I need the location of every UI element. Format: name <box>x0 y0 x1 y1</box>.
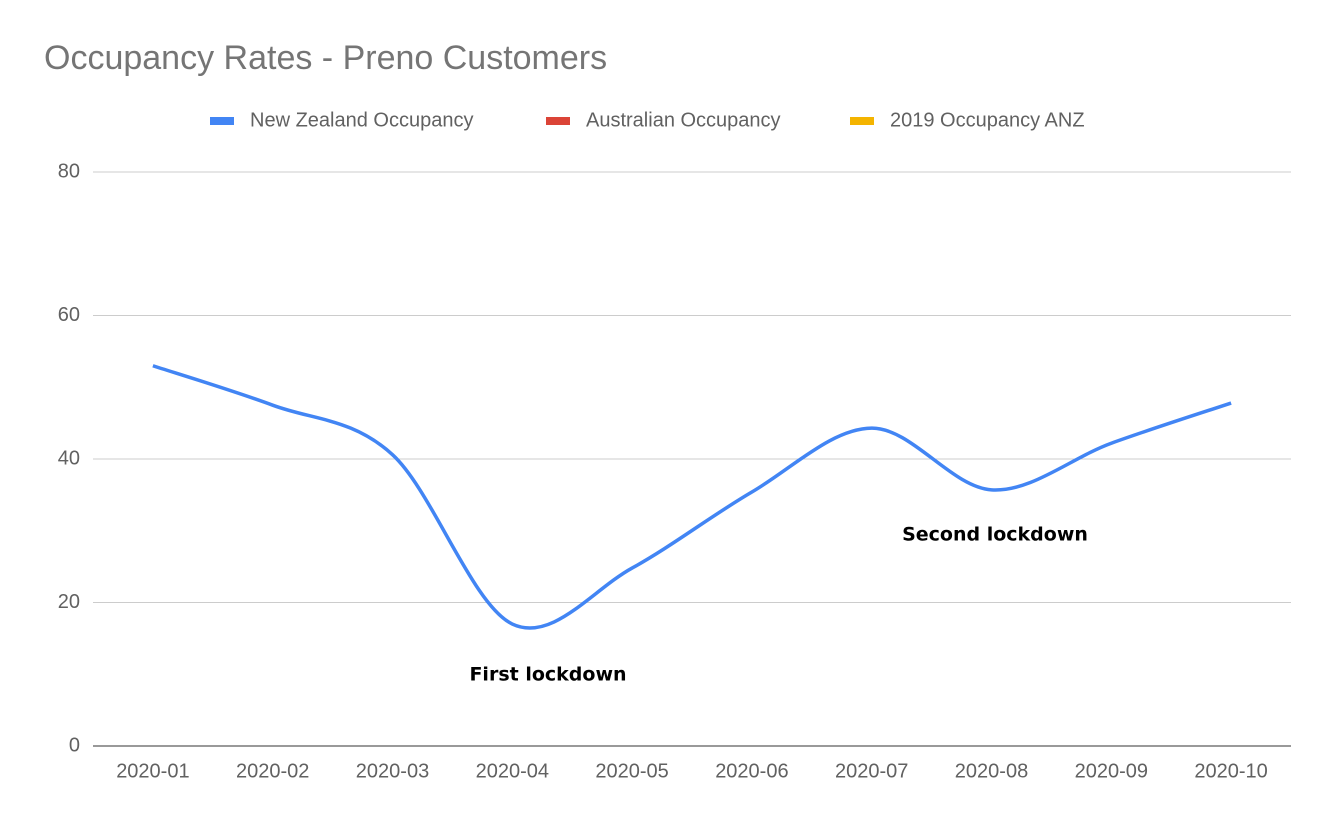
x-tick-label: 2020-08 <box>955 760 1028 782</box>
x-tick-label: 2020-05 <box>595 760 668 782</box>
line <box>152 364 1232 630</box>
x-tick-label: 2020-02 <box>236 760 309 782</box>
y-tick-label: 60 <box>58 304 80 326</box>
chart-title: Occupancy Rates - Preno Customers <box>44 39 607 77</box>
y-tick-label: 0 <box>69 734 80 756</box>
legend-swatch <box>546 117 570 125</box>
annotation: Second lockdown <box>902 524 1088 546</box>
x-tick-label: 2020-04 <box>476 760 549 782</box>
legend-label: 2019 Occupancy ANZ <box>890 109 1085 131</box>
x-tick-label: 2020-06 <box>715 760 788 782</box>
y-tick-label: 80 <box>58 160 80 182</box>
x-tick-label: 2020-03 <box>356 760 429 782</box>
legend-swatch <box>210 117 234 125</box>
x-tick-label: 2020-09 <box>1075 760 1148 782</box>
x-tick-label: 2020-10 <box>1194 760 1267 782</box>
y-tick-label: 40 <box>58 447 80 469</box>
legend-swatch <box>850 117 874 125</box>
legend-label: New Zealand Occupancy <box>250 109 473 131</box>
annotation: First lockdown <box>469 664 626 686</box>
x-tick-label: 2020-01 <box>116 760 189 782</box>
legend-label: Australian Occupancy <box>586 109 781 131</box>
x-tick-label: 2020-07 <box>835 760 908 782</box>
y-tick-label: 20 <box>58 591 80 613</box>
